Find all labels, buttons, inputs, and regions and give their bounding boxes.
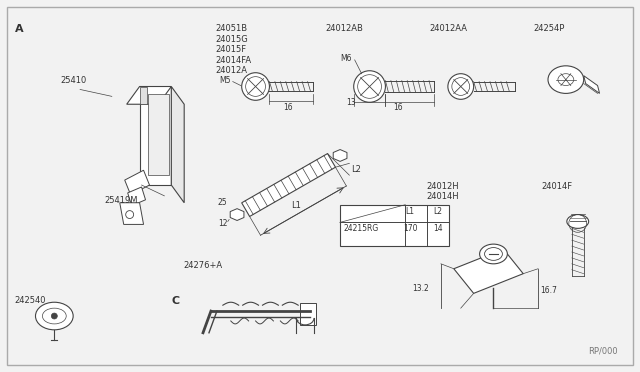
Text: 24051B
24015G
24015F
24014FA
24012A: 24051B 24015G 24015F 24014FA 24012A xyxy=(215,25,251,75)
Circle shape xyxy=(242,73,269,100)
Polygon shape xyxy=(125,170,150,195)
Polygon shape xyxy=(333,150,347,161)
Text: A: A xyxy=(15,25,23,35)
Polygon shape xyxy=(230,209,244,221)
Text: 16: 16 xyxy=(284,103,293,112)
Circle shape xyxy=(125,211,134,218)
FancyBboxPatch shape xyxy=(340,205,449,246)
Polygon shape xyxy=(140,87,147,104)
Text: 170: 170 xyxy=(403,224,417,233)
Ellipse shape xyxy=(42,308,66,324)
Text: 24012AB: 24012AB xyxy=(325,25,363,33)
Text: 14: 14 xyxy=(433,224,443,233)
Polygon shape xyxy=(127,87,172,104)
Polygon shape xyxy=(128,187,145,206)
Text: 24012H
24014H: 24012H 24014H xyxy=(426,182,459,202)
Text: 25419M: 25419M xyxy=(105,196,138,205)
Text: 24012AA: 24012AA xyxy=(429,25,467,33)
Text: 242540: 242540 xyxy=(15,296,46,305)
Text: 16: 16 xyxy=(394,103,403,112)
Ellipse shape xyxy=(35,302,73,330)
Circle shape xyxy=(354,71,385,102)
Text: 12: 12 xyxy=(218,219,227,228)
Text: C: C xyxy=(172,296,179,306)
Text: 25: 25 xyxy=(218,198,227,207)
Text: 13: 13 xyxy=(346,98,355,107)
Circle shape xyxy=(448,74,474,99)
Ellipse shape xyxy=(479,244,508,264)
Text: 16.7: 16.7 xyxy=(540,286,557,295)
Text: RP/000: RP/000 xyxy=(588,346,618,355)
Text: L2: L2 xyxy=(433,207,442,216)
Text: L2: L2 xyxy=(351,165,361,174)
Text: L1: L1 xyxy=(292,201,301,210)
Ellipse shape xyxy=(484,248,502,260)
Polygon shape xyxy=(172,87,184,203)
Polygon shape xyxy=(584,76,600,93)
Ellipse shape xyxy=(567,215,589,228)
Text: M6: M6 xyxy=(340,54,351,63)
Ellipse shape xyxy=(548,66,584,93)
Text: M5: M5 xyxy=(219,76,230,85)
Ellipse shape xyxy=(558,74,574,86)
Polygon shape xyxy=(147,94,170,175)
Circle shape xyxy=(51,313,58,319)
Polygon shape xyxy=(120,203,143,224)
Text: 24276+A: 24276+A xyxy=(183,261,222,270)
Text: 24254P: 24254P xyxy=(533,25,564,33)
Text: L1: L1 xyxy=(406,207,415,216)
Text: 25410: 25410 xyxy=(60,76,86,85)
Polygon shape xyxy=(300,303,316,325)
Polygon shape xyxy=(454,249,524,294)
Text: 24014F: 24014F xyxy=(541,182,572,191)
Polygon shape xyxy=(242,154,335,217)
Text: 24215RG: 24215RG xyxy=(344,224,379,233)
Polygon shape xyxy=(140,87,172,185)
Text: 13.2: 13.2 xyxy=(412,283,429,292)
